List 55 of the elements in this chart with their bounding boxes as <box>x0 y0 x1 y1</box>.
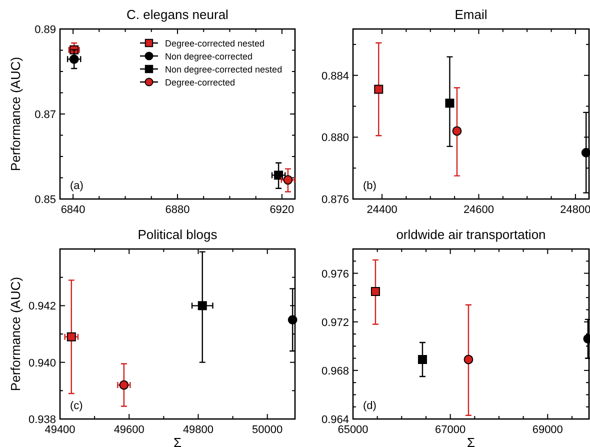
point <box>452 126 462 136</box>
annotation: (b) <box>363 180 376 192</box>
y-tick-label: 0.968 <box>321 365 349 378</box>
y-tick-label: 0.89 <box>34 24 56 36</box>
y-tick-label: 0.876 <box>321 194 349 206</box>
y-tick-label: 0.880 <box>321 132 349 144</box>
y-axis-title: Performance (AUC) <box>8 56 23 172</box>
annotation: (d) <box>363 400 376 412</box>
x-tick-label: 49400 <box>44 424 76 436</box>
y-tick-label: 0.87 <box>34 109 56 121</box>
y-axis-title: Performance (AUC) <box>8 276 23 392</box>
x-axis-title: Σ <box>466 435 476 447</box>
point <box>418 355 427 364</box>
x-tick-label: 49800 <box>182 424 214 436</box>
annotation: (c) <box>70 400 83 412</box>
x-tick-label: 6840 <box>60 204 86 216</box>
y-tick-label: 0.942 <box>28 300 56 313</box>
point <box>445 98 454 108</box>
x-tick-label: 6920 <box>270 204 294 216</box>
x-tick-label: 24800 <box>560 204 590 216</box>
chart-title: C. elegans neural <box>126 7 229 22</box>
x-tick-label: 69000 <box>532 424 563 436</box>
point <box>198 301 207 310</box>
y-tick-label: 0.976 <box>321 268 349 280</box>
point <box>283 175 293 185</box>
y-tick-label: 0.884 <box>321 70 349 82</box>
x-tick-label: 49600 <box>114 424 144 436</box>
point <box>374 84 384 94</box>
legend-label: Non degree-corrected <box>165 52 253 62</box>
chart-title: Email <box>454 7 488 22</box>
point <box>69 54 79 64</box>
legend-label: Degree-corrected <box>165 78 236 88</box>
x-tick-label: 24600 <box>463 204 494 216</box>
chart-title: orldwide air transportation <box>396 227 546 242</box>
point <box>581 148 590 158</box>
y-tick-label: 0.85 <box>34 194 56 206</box>
x-tick-label: 24400 <box>366 204 398 216</box>
legend-label: Degree-corrected nested <box>165 38 265 48</box>
legend-label: Non degree-corrected nested <box>165 64 282 74</box>
y-tick-label: 0.938 <box>28 414 56 426</box>
y-tick-label: 0.972 <box>321 316 349 329</box>
y-tick-label: 0.940 <box>28 357 56 370</box>
point <box>370 287 380 296</box>
point <box>274 170 284 180</box>
point <box>288 315 298 325</box>
point <box>66 332 76 342</box>
y-tick-label: 0.964 <box>321 414 349 426</box>
x-tick-label: 65000 <box>338 424 368 436</box>
annotation: (a) <box>70 180 84 192</box>
x-axis-title: Σ <box>173 435 182 447</box>
x-tick-label: 67000 <box>435 424 466 436</box>
point <box>464 354 474 364</box>
chart-title: Political blogs <box>138 227 218 242</box>
x-tick-label: 6880 <box>165 204 190 216</box>
x-tick-label: 50000 <box>252 424 283 436</box>
